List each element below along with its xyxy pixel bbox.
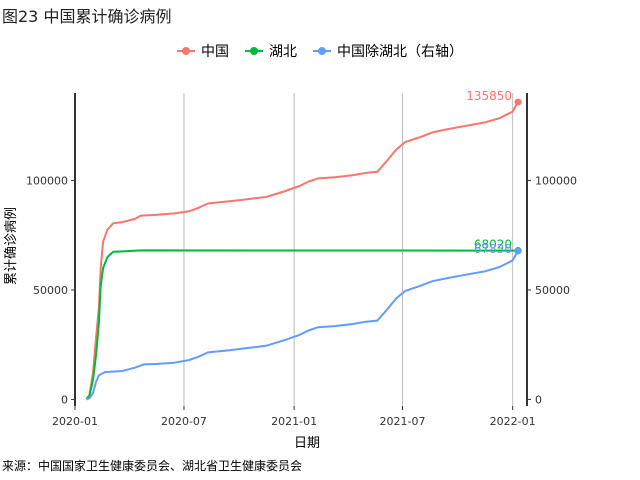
legend-item-china[interactable]: 中国 (177, 41, 229, 61)
y-right-tick-label-0: 0 (535, 393, 542, 406)
series-line-hubei (85, 249, 519, 400)
y-left-tick-label-1: 50000 (33, 284, 68, 297)
series-end-point-china-ex-hubei (514, 247, 522, 255)
x-tick-label-2: 2021-01 (271, 415, 317, 428)
x-axis-title: 日期 (294, 436, 320, 451)
legend-label-hubei: 湖北 (269, 44, 297, 60)
series-end-point-china (514, 98, 522, 106)
legend-key-china (177, 44, 195, 58)
series-end-label-hubei: 68020 (474, 238, 512, 252)
chart-title: 图23 中国累计确诊病例 (2, 7, 172, 26)
x-tick-label-1: 2020-07 (161, 415, 207, 428)
y-left-tick-label-2: 100000 (26, 175, 68, 188)
tick-labels: 2020-01 2020-07 2021-01 2021-07 2022-01 0 5000… (26, 175, 577, 428)
legend-label-china-ex-hubei: 中国除湖北（右轴） (337, 44, 463, 60)
legend-item-china-ex-hubei[interactable]: 中国除湖北（右轴） (313, 41, 463, 61)
series-end-label-china: 135850 (466, 89, 512, 103)
x-tick-label-4: 2022-01 (490, 415, 536, 428)
y-left-tick-label-0: 0 (61, 393, 68, 406)
legend-label-china: 中国 (201, 44, 229, 60)
y-right-tick-label-2: 100000 (535, 175, 577, 188)
series-line-china-ex-hubei (86, 250, 519, 401)
legend-key-china-ex-hubei (313, 44, 331, 58)
source-note: 来源：中国国家卫生健康委员会、湖北省卫生健康委员会 (2, 459, 303, 473)
y-right-tick-label-1: 50000 (535, 284, 570, 297)
legend: 中国 湖北 中国除湖北（右轴） (0, 40, 640, 62)
legend-key-hubei (245, 44, 263, 58)
x-tick-label-3: 2021-07 (379, 415, 425, 428)
x-tick-label-0: 2020-01 (52, 415, 98, 428)
series-end-label-china-ex-hubei: 67830 (474, 242, 512, 256)
legend-item-hubei[interactable]: 湖北 (245, 41, 297, 61)
y-axis-title: 累计确诊病例 (4, 207, 19, 285)
axes (71, 93, 531, 410)
series-line-china (85, 101, 519, 400)
